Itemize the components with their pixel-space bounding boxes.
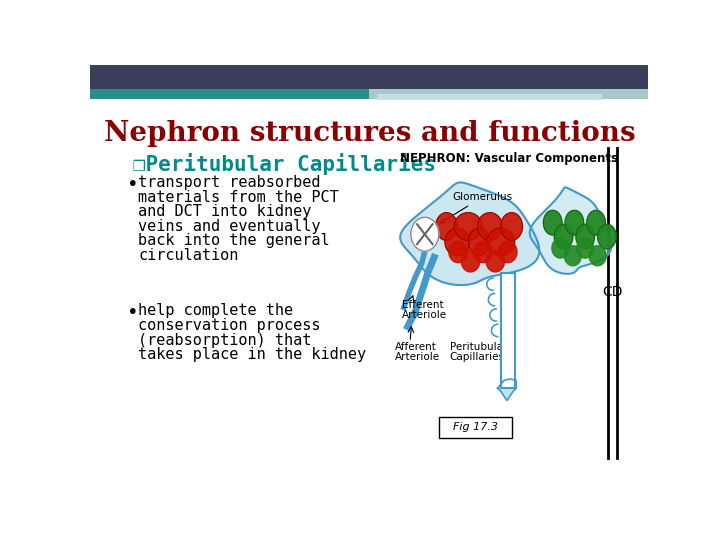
Text: takes place in the kidney: takes place in the kidney [138,347,366,362]
Polygon shape [577,238,594,258]
Polygon shape [598,224,616,249]
Bar [369,90,648,99]
Text: Efferent: Efferent [402,300,444,309]
Polygon shape [474,241,492,262]
Text: and DCT into kidney: and DCT into kidney [138,204,312,219]
Text: (reabsorption) that: (reabsorption) that [138,333,312,348]
Polygon shape [436,213,457,240]
Polygon shape [445,228,469,256]
Polygon shape [565,211,584,235]
Polygon shape [544,211,562,235]
Text: Nephron structures and functions: Nephron structures and functions [104,120,636,147]
Polygon shape [400,183,539,285]
Polygon shape [589,246,606,266]
Polygon shape [498,379,516,401]
Text: Fig 17.3: Fig 17.3 [453,422,498,433]
Polygon shape [449,241,467,262]
Text: help complete the: help complete the [138,303,293,319]
Polygon shape [498,241,517,262]
Bar [438,417,513,438]
Text: veins and eventually: veins and eventually [138,219,320,234]
Text: Afferent: Afferent [395,342,436,352]
Polygon shape [576,224,595,249]
Text: circulation: circulation [138,248,238,263]
Polygon shape [530,187,611,274]
Text: back into the general: back into the general [138,233,330,248]
Polygon shape [454,213,482,240]
Text: ❒Peritubular Capillaries: ❒Peritubular Capillaries [132,153,436,176]
Text: CD: CD [602,285,623,299]
Polygon shape [500,213,523,240]
Polygon shape [468,228,490,256]
Text: Arteriole: Arteriole [395,352,440,362]
Text: Capillaries: Capillaries [449,352,505,362]
Text: Arteriole: Arteriole [402,309,447,320]
Text: Peritubular: Peritubular [449,342,507,352]
Text: transport reabsorbed: transport reabsorbed [138,175,320,190]
Text: •: • [127,303,139,322]
Bar [90,90,648,99]
Text: materials from the PCT: materials from the PCT [138,190,339,205]
Polygon shape [477,213,503,240]
Bar [500,273,515,388]
Text: •: • [127,175,139,194]
Polygon shape [462,251,480,272]
Polygon shape [554,224,573,249]
Polygon shape [587,211,606,235]
Polygon shape [486,251,505,272]
Text: Glomerulus: Glomerulus [441,192,513,223]
Bar [377,94,601,100]
Polygon shape [564,246,581,266]
Text: NEPHRON: Vascular Components: NEPHRON: Vascular Components [400,152,618,165]
Polygon shape [552,238,569,258]
Bar [90,65,648,90]
Polygon shape [487,228,515,256]
Text: conservation process: conservation process [138,318,320,333]
Polygon shape [411,217,438,251]
